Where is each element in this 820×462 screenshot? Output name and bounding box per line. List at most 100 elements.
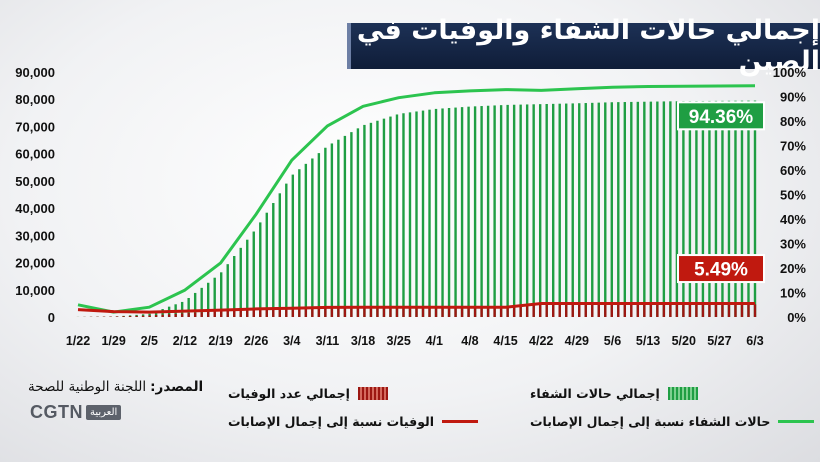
deaths-bar [206,311,210,317]
recovered-bar [317,153,321,317]
legend-label-deaths: إجمالي عدد الوفيات [228,386,350,401]
deaths-bar [428,307,431,317]
deaths-bar [415,308,418,317]
deaths-bar [408,308,412,317]
deaths-bar [493,307,496,317]
deaths-bar [115,316,119,317]
deaths-bar [675,304,679,317]
deaths-bar [278,309,281,317]
deaths-bar [317,308,321,317]
cgtn-logo: CGTN العربية [30,402,122,423]
recovered-bar [669,101,672,318]
recovered-bar [597,102,600,317]
death-ratio-line [77,302,755,314]
x-tick-label: 4/29 [565,334,589,348]
deaths-bar [226,310,229,317]
deaths-bar [708,304,711,317]
legend-swatch-deaths [357,387,388,400]
deaths-bar [220,311,223,317]
deaths-bar [519,306,522,317]
recovered-bar [721,100,724,317]
recovered-bar [239,247,242,317]
deaths-bar [747,304,750,317]
recovered-bar [304,163,308,317]
y-left-tick-label: 90,000 [15,65,55,80]
legend-swatch-recovery-line [778,420,815,423]
deaths-bar [512,307,516,317]
deaths-bar [649,304,653,317]
recovered-bar [324,147,327,317]
source-note: المصدر: اللجنة الوطنية للصحة [28,379,203,395]
deaths-bar [447,307,451,317]
recovered-bar [753,100,757,317]
y-right-tick-label: 60% [780,163,806,178]
y-right-tick-label: 80% [780,114,806,129]
source-text: اللجنة الوطنية للصحة [28,379,147,395]
recovered-bar [311,158,314,317]
recovered-bar [525,104,529,317]
deaths-bar [499,307,503,317]
y-left-tick-label: 60,000 [15,147,55,162]
deaths-bar [272,309,275,317]
x-tick-label: 3/11 [316,334,340,348]
recovered-bar [708,100,711,318]
recovered-bar [578,103,581,317]
deaths-bar [669,304,672,317]
recovered-bar [259,222,262,317]
recovered-bar [389,116,392,317]
deaths-bar [630,304,633,317]
x-tick-label: 3/4 [283,334,300,348]
source-label: المصدر: [150,379,204,395]
recovered-bar [630,101,633,317]
recovered-bar [395,114,399,318]
deaths-bar [486,307,490,317]
legend-recovery-ratio: حالات الشفاء نسبة إلى إجمال الإصابات [530,414,815,429]
deaths-bar [597,304,600,317]
deaths-bar [356,308,360,317]
recovered-bar [272,203,275,317]
deaths-bar [525,305,529,317]
annotation-label: 94.36% [689,107,754,128]
deaths-bar [330,308,334,317]
logo-text: CGTN [30,402,83,422]
recovered-bar [441,108,444,317]
chart-title-bar: إجمالي حالات الشفاء والوفيات في الصين [347,15,820,77]
recovered-bar [512,104,516,317]
y-right-tick-label: 0% [787,310,806,325]
legend-death-ratio: الوفيات نسبة إلى إجمال الإصابات [228,414,479,429]
y-left-tick-label: 20,000 [15,256,55,271]
deaths-bar [141,315,145,317]
deaths-bar [259,309,262,317]
deaths-bar [187,313,190,317]
recovered-bar [682,101,685,317]
recovered-bar [519,104,522,317]
deaths-bar [434,307,438,317]
recovered-bar [213,277,216,317]
annotation-box [677,101,765,131]
recovered-bar [193,292,197,317]
y-right-tick-label: 20% [780,261,806,276]
deaths-bar [480,307,483,317]
chart-title: إجمالي حالات الشفاء والوفيات في الصين [356,15,820,77]
x-tick-label: 4/15 [493,334,517,348]
recovered-bar [740,100,744,317]
recovered-bar [571,103,574,318]
recovered-bar [662,101,666,317]
y-right-tick-label: 50% [780,188,806,203]
recovered-bar [604,102,607,317]
recovered-bar [454,107,457,317]
recovered-bar [610,102,613,317]
deaths-bar [532,305,535,317]
recovered-bar [252,231,255,317]
deaths-bar [721,304,724,317]
deaths-bar [538,304,542,317]
deaths-bar [506,307,509,317]
recovered-bar [428,109,431,317]
deaths-bar [285,308,288,317]
deaths-bar [623,304,627,317]
recovered-bar [473,106,477,318]
recovered-bar [154,311,158,317]
recovered-bar [265,212,268,317]
annotation-label: 5.49% [694,260,748,281]
deaths-bar [636,304,640,317]
